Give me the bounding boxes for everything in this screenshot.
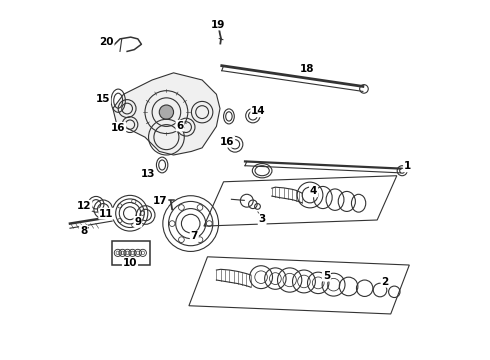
- Text: 11: 11: [99, 208, 114, 219]
- Text: 16: 16: [220, 137, 234, 147]
- Bar: [112, 241, 149, 265]
- Text: 7: 7: [191, 231, 198, 242]
- Text: 10: 10: [122, 258, 137, 268]
- Text: 20: 20: [99, 37, 114, 48]
- Text: 16: 16: [111, 123, 125, 133]
- Text: 9: 9: [134, 217, 142, 227]
- Text: 6: 6: [176, 121, 184, 131]
- Text: 18: 18: [300, 64, 315, 74]
- Text: 1: 1: [404, 161, 411, 171]
- Text: 12: 12: [77, 201, 92, 211]
- Text: 15: 15: [96, 94, 110, 104]
- Text: 17: 17: [153, 197, 167, 206]
- Circle shape: [159, 105, 173, 119]
- Text: 19: 19: [211, 19, 225, 30]
- Text: 14: 14: [251, 107, 266, 116]
- Text: 3: 3: [259, 214, 266, 224]
- Text: 2: 2: [381, 277, 389, 287]
- Text: 8: 8: [80, 226, 87, 236]
- Polygon shape: [113, 73, 220, 155]
- Text: 4: 4: [310, 186, 317, 197]
- Text: 5: 5: [323, 271, 330, 281]
- Text: 13: 13: [141, 168, 155, 179]
